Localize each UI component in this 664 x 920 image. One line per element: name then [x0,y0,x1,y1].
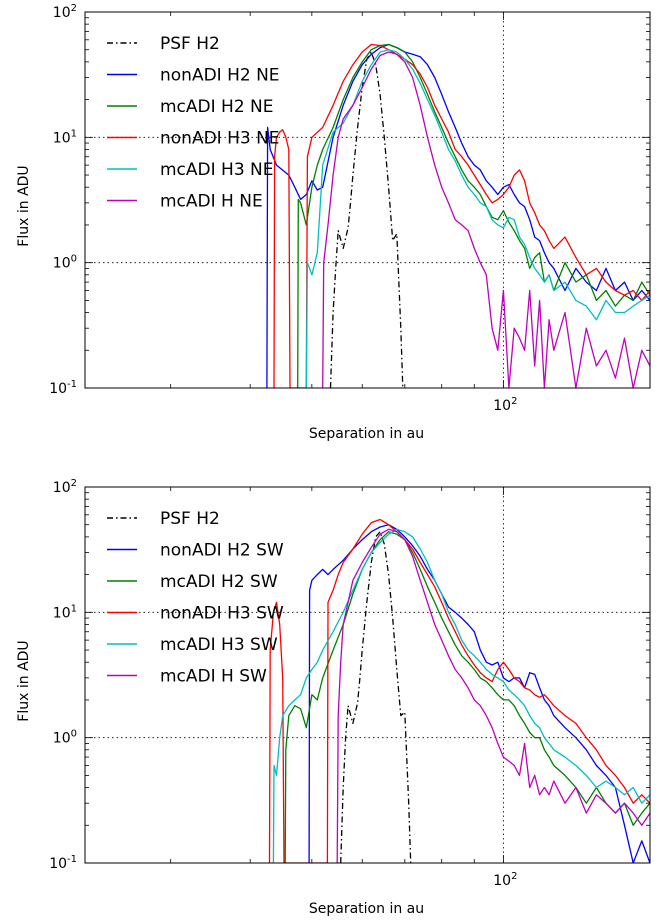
y-tick-label: 10-1 [49,854,77,872]
legend-label: mcADI H SW [160,667,267,687]
y-tick-label: 102 [53,3,77,21]
y-tick-label: 100 [53,729,77,747]
legend-label: mcADI H3 SW [160,635,278,655]
x-axis-label: Separation in au [309,426,424,442]
legend: PSF H2 nonADI H2 NE mcADI H2 NE nonADI H3 N… [107,34,280,212]
x-tick-label: 102 [493,396,517,414]
y-tick-label: 10-1 [49,379,77,397]
series-line-mcadi-h-sw [336,528,650,863]
y-axis-label: Flux in ADU [16,640,32,721]
series-line-nonadi-h3-sw [268,518,650,863]
series-line-mcadi-h2-ne [297,43,650,388]
legend-label: nonADI H2 NE [160,66,280,86]
plot-frame [84,486,651,864]
y-axis-label: Flux in ADU [16,165,32,246]
legend-label: mcADI H2 SW [160,572,278,592]
y-tick-label: 100 [53,254,77,272]
legend-label: nonADI H3 SW [160,604,284,624]
series-line-mcadi-h3-ne [305,49,650,388]
legend-label: nonADI H3 NE [160,129,280,149]
series-line-nonadi-h2-ne [266,43,650,388]
y-tick-label: 102 [53,478,77,496]
legend-label: mcADI H3 NE [160,160,274,180]
chart-panel-sw: 10-1 100 101 102 102 Separation in au Flux in … [16,478,651,917]
legend-label: mcADI H2 NE [160,97,274,117]
legend-label: PSF H2 [160,34,220,54]
legend-label: mcADI H NE [160,192,263,212]
x-tick-label: 102 [493,871,517,889]
legend-label: nonADI H2 SW [160,541,284,561]
plot-frame [84,11,651,389]
legend: PSF H2 nonADI H2 SW mcADI H2 SW nonADI H3 S… [107,509,284,687]
y-tick-label: 101 [53,128,77,146]
legend-label: PSF H2 [160,509,220,529]
x-axis-label: Separation in au [309,901,424,917]
series-line-mcadi-h3-sw [272,528,650,863]
y-tick-label: 101 [53,603,77,621]
series-line-nonadi-h3-ne [273,43,650,388]
series-line-psf-h2 [329,51,404,388]
series-line-mcadi-h-ne [322,51,650,388]
series-line-mcadi-h2-sw [284,531,650,863]
series-line-psf-h2 [340,531,412,863]
chart-panel-ne: 10-1 100 101 102 102 Separation in au Flux in … [16,3,651,442]
